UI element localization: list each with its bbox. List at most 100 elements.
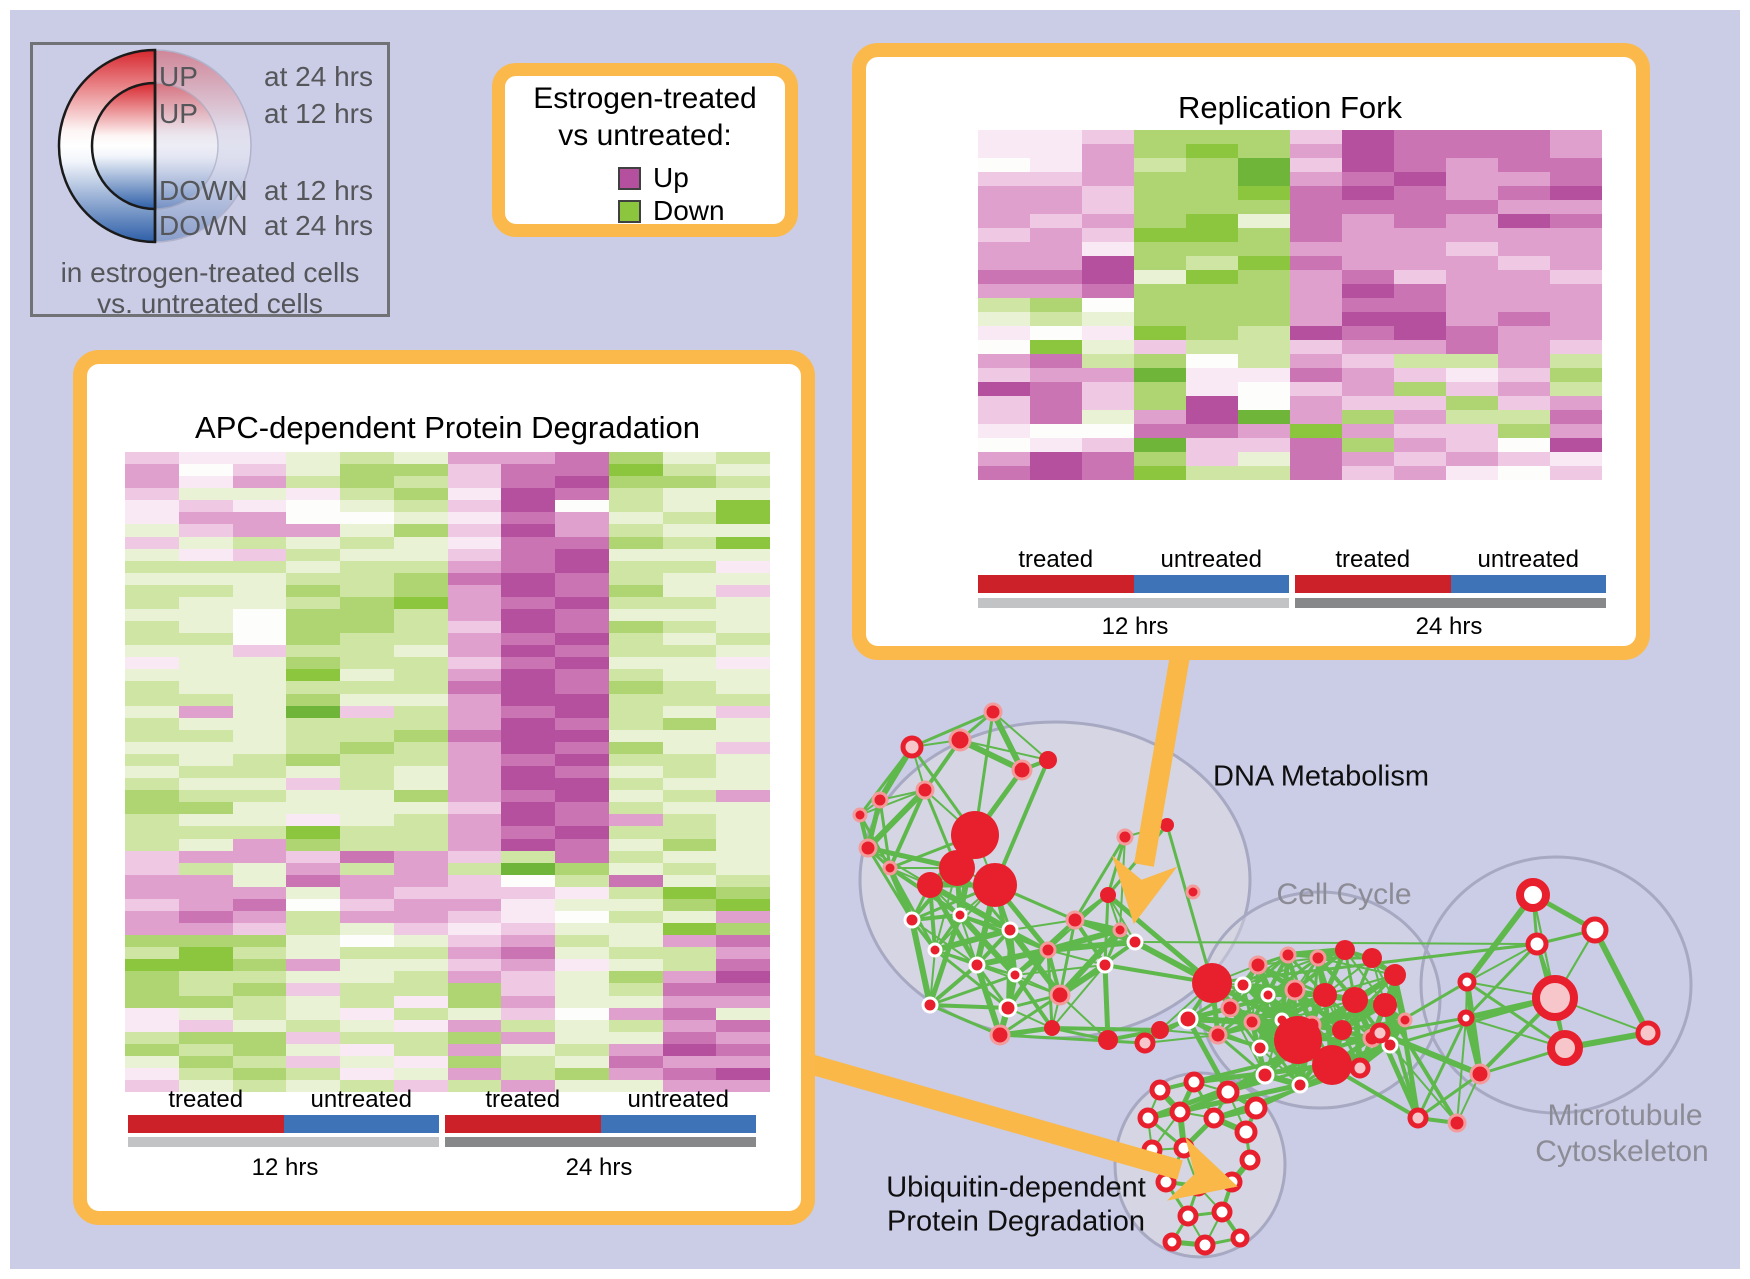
heat-cell [608,923,663,936]
heat-cell [286,693,340,706]
network-node-solid [917,872,943,898]
heat-cell [555,1055,609,1068]
network-node-wring [1007,967,1023,983]
heat-cell [286,560,340,573]
heat-cell [1238,382,1290,396]
heat-cell [1186,284,1238,298]
heat-cell [447,536,502,549]
heat-cell [393,705,448,718]
heat-cell [1082,228,1134,242]
heat-cell [978,200,1030,214]
heat-cell [1446,466,1498,480]
heat-cell [662,1019,717,1032]
heat-cell [1498,270,1550,284]
heat-cell [286,452,340,465]
heat-cell [716,802,770,815]
heat-cell [662,923,717,936]
heat-cell [1290,382,1342,396]
heat-cell [716,621,770,634]
heat-cell [447,814,502,827]
heat-cell [232,657,287,670]
heat-cell [125,1055,179,1068]
heat-cell [608,717,663,730]
down-24-time: at 24 hrs [264,210,373,241]
network-node-ringp [900,735,924,759]
network-node-wring [1177,1008,1199,1030]
heat-cell [1238,312,1290,326]
heat-cell [1238,368,1290,382]
heat-cell [125,524,179,537]
heat-cell [716,886,770,899]
heat-cell [608,548,663,561]
heat-cell [232,621,287,634]
heat-cell [286,633,340,646]
heat-cell [1394,172,1446,186]
network-node-solid [1335,940,1355,960]
heat-cell [555,596,609,610]
heat-cell [1550,256,1602,270]
network-node-ring [1581,916,1609,944]
heat-cell [662,621,717,634]
network-node-solid [1384,964,1406,986]
heat-cell [178,959,233,972]
heat-cell [1498,214,1550,228]
network-node-ring [1183,1071,1205,1093]
heat-cell [555,560,609,573]
heat-cell [340,1080,394,1093]
heat-cell [393,959,448,972]
heat-cell [447,524,502,537]
heat-cell [978,396,1030,410]
heat-cell [555,1067,609,1081]
heat-cell [232,741,287,754]
microtubule-label-line1: Microtubule [1547,1099,1703,1132]
heat-cell [1446,326,1498,340]
heat-cell [555,500,609,513]
heat-cell [1186,340,1238,354]
heat-cell [1446,396,1498,410]
heat-cell [1134,368,1186,382]
heat-cell [447,826,502,839]
heat-cell [1290,228,1342,242]
heat-cell [501,741,555,754]
heat-cell [501,669,555,682]
heat-cell [1550,424,1602,438]
heat-cell [286,488,340,501]
heat-cell [555,693,609,706]
heat-cell [501,838,555,851]
heat-cell [1186,410,1238,424]
heat-cell [178,910,233,924]
heat-cell [662,609,717,622]
heat-cell [1498,298,1550,312]
heat-cell [501,826,555,839]
heat-cell [1186,144,1238,158]
heat-cell [447,947,502,960]
heat-cell [393,983,448,996]
heat-cell [178,452,233,465]
heat-cell [340,850,394,863]
heat-cell [1082,354,1134,368]
rf-treated-bar-12 [978,575,1134,593]
heat-cell [125,1031,179,1044]
heat-cell [125,560,179,573]
panel-connector-arrow [807,1054,1238,1201]
network-node-wring [1260,987,1276,1003]
heat-cell [340,717,394,730]
heat-cell [1498,200,1550,214]
heat-cell [178,1055,233,1068]
heat-cell [608,560,663,573]
heat-cell [1342,452,1394,466]
apc-untreated-bar-12 [283,1115,439,1133]
heat-cell [447,500,502,513]
rf-group-label-3: treated [1335,546,1411,573]
heat-cell [447,898,502,911]
heat-cell [662,862,717,875]
heat-cell [1342,242,1394,256]
heat-cell [1186,256,1238,270]
heat-cell [716,596,770,610]
heat-cell [1082,452,1134,466]
heat-cell [1238,270,1290,284]
heat-cell [978,256,1030,270]
network-node-two [1447,1113,1467,1133]
heat-cell [178,476,233,489]
heat-cell [447,766,502,779]
